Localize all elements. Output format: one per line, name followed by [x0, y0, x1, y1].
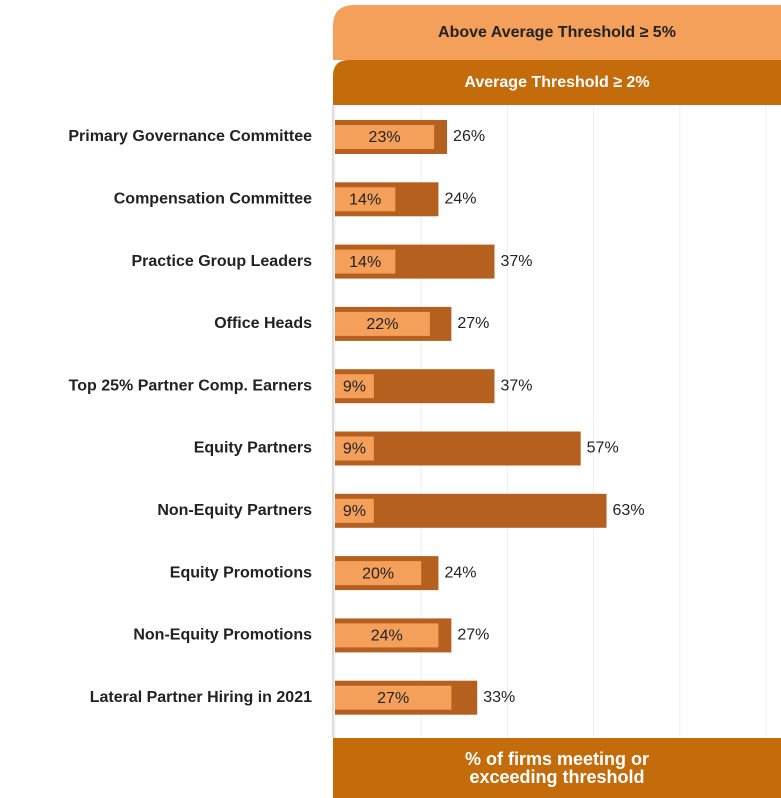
value-label: 63% — [613, 502, 645, 519]
bar — [335, 623, 439, 648]
category-label: Lateral Partner Hiring in 2021 — [90, 689, 312, 706]
category-label: Equity Promotions — [170, 564, 312, 581]
value-label: 22% — [366, 316, 398, 333]
bar — [335, 311, 430, 336]
value-label: 27% — [377, 690, 409, 707]
value-label: 9% — [343, 441, 366, 458]
legend-above: Above Average Threshold ≥ 5% — [438, 24, 676, 41]
category-label: Practice Group Leaders — [131, 253, 312, 270]
value-label: 9% — [343, 503, 366, 520]
value-label: 37% — [500, 377, 532, 394]
bar — [335, 374, 374, 399]
value-label: 14% — [349, 192, 381, 209]
value-label: 24% — [444, 564, 476, 581]
value-label: 27% — [457, 315, 489, 332]
bar — [335, 498, 374, 523]
header-band-above — [333, 5, 781, 60]
category-label: Non-Equity Partners — [157, 502, 312, 519]
value-label: 24% — [371, 628, 403, 645]
category-label: Non-Equity Promotions — [133, 627, 312, 644]
x-axis-title: % of firms meeting or exceeding threshol… — [464, 749, 650, 787]
category-label: Primary Governance Committee — [68, 128, 312, 145]
value-label: 14% — [349, 254, 381, 271]
value-label: 57% — [587, 440, 619, 457]
bar — [335, 493, 607, 528]
bar — [335, 187, 396, 212]
legend-average: Average Threshold ≥ 2% — [464, 74, 649, 91]
category-label: Compensation Committee — [114, 191, 312, 208]
bar — [335, 125, 435, 149]
value-label: 23% — [369, 129, 401, 146]
bar — [335, 436, 374, 461]
x-axis-title-box: % of firms meeting or exceeding threshol… — [333, 738, 781, 798]
value-label: 26% — [453, 128, 485, 145]
bar — [335, 249, 396, 274]
value-label: 27% — [457, 627, 489, 644]
bar — [335, 431, 581, 466]
bar — [335, 685, 452, 710]
category-label: Equity Partners — [194, 440, 312, 457]
header-band-average — [333, 60, 781, 105]
value-label: 9% — [343, 378, 366, 395]
bar — [335, 561, 422, 586]
value-label: 20% — [362, 565, 394, 582]
value-label: 24% — [444, 191, 476, 208]
footer-band — [333, 738, 781, 798]
category-label: Top 25% Partner Comp. Earners — [69, 377, 312, 394]
value-label: 37% — [500, 253, 532, 270]
category-label: Office Heads — [214, 315, 312, 332]
value-label: 33% — [483, 689, 515, 706]
